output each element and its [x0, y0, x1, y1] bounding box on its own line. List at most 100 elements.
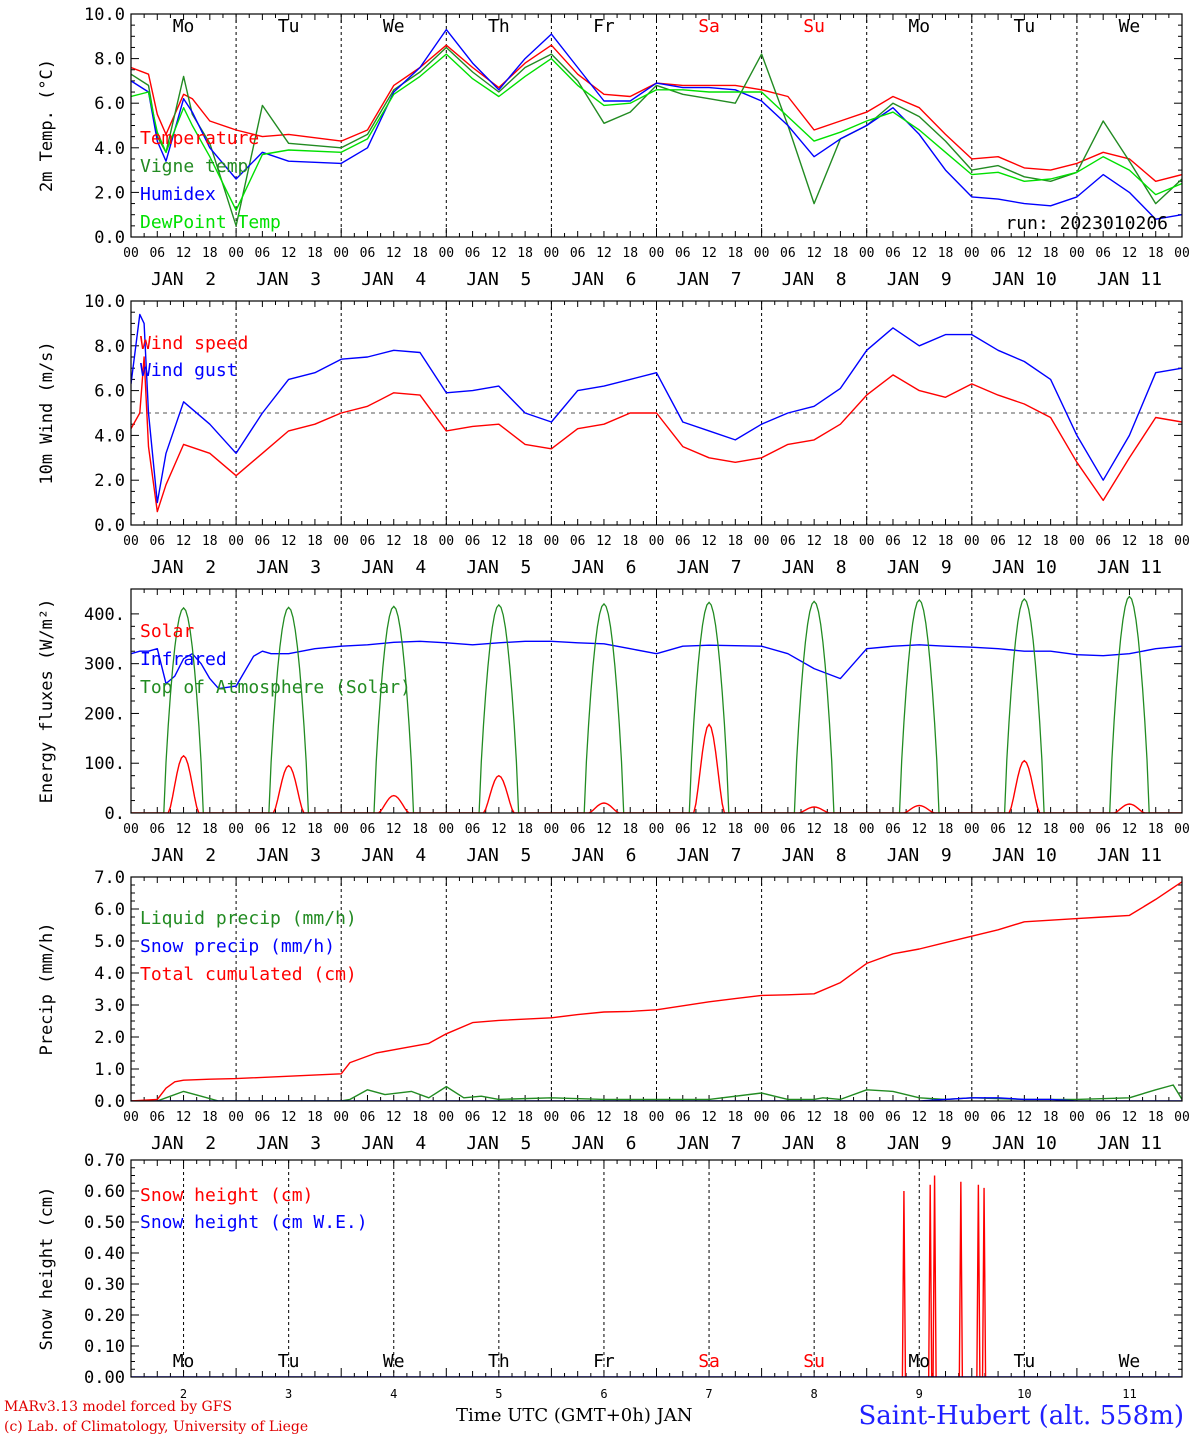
y-tick-label: 0.0 [94, 228, 125, 248]
hour-tick-label: 12 [701, 534, 717, 549]
hour-tick-label: 18 [727, 822, 743, 837]
day-name: Mo [908, 16, 930, 37]
date-label: JAN 11 [1097, 269, 1162, 290]
hour-tick-label: 00 [123, 534, 139, 549]
hour-tick-label: 18 [622, 822, 638, 837]
hour-tick-label: 00 [544, 1110, 560, 1125]
hour-tick-label: 18 [938, 1110, 954, 1125]
y-tick-label: 400. [84, 605, 125, 625]
day-name: We [383, 16, 405, 37]
hour-tick-label: 00 [333, 822, 349, 837]
hour-tick-label: 06 [675, 534, 691, 549]
hour-tick-label: 18 [1043, 1110, 1059, 1125]
series-snow-height-cm-spike [976, 1184, 981, 1377]
hour-tick-label: 12 [1017, 822, 1033, 837]
hour-tick-label: 18 [622, 534, 638, 549]
y-tick-label: 0. [105, 804, 125, 824]
hour-tick-label: 18 [727, 534, 743, 549]
hour-tick-label: 00 [754, 534, 770, 549]
hour-tick-label: 12 [176, 246, 192, 261]
day-name: Sa [698, 1351, 720, 1372]
legend-wind-speed: Wind speed [140, 333, 248, 354]
date-label: JAN 10 [992, 269, 1057, 290]
legend-snow-precip-mm-h: Snow precip (mm/h) [140, 936, 335, 957]
hour-tick-label: 18 [938, 246, 954, 261]
day-number: 8 [811, 1387, 818, 1401]
hour-tick-label: 18 [833, 822, 849, 837]
plot-area [131, 1175, 1182, 1377]
date-label: JAN 8 [782, 269, 847, 290]
hour-tick-label: 06 [780, 246, 796, 261]
date-label: JAN 5 [466, 1133, 531, 1154]
hour-tick-label: 18 [833, 246, 849, 261]
plot-area [131, 313, 1182, 513]
hour-tick-label: 06 [255, 822, 271, 837]
y-tick-label: 6.0 [94, 94, 125, 114]
series-solar-day [971, 759, 1077, 813]
hour-tick-label: 00 [1174, 534, 1190, 549]
hour-tick-label: 18 [412, 1110, 428, 1125]
hour-tick-label: 18 [938, 822, 954, 837]
hour-tick-label: 00 [228, 1110, 244, 1125]
hour-tick-label: 06 [885, 534, 901, 549]
day-number: 5 [495, 1387, 502, 1401]
hour-tick-label: 06 [990, 246, 1006, 261]
hour-tick-label: 00 [438, 246, 454, 261]
day-name: Th [488, 16, 510, 37]
hour-tick-label: 00 [964, 1110, 980, 1125]
hour-tick-label: 06 [360, 246, 376, 261]
hour-tick-label: 00 [754, 246, 770, 261]
day-number: 6 [600, 1387, 607, 1401]
model-credit: MARv3.13 model forced by GFS [4, 1399, 233, 1415]
hour-tick-label: 12 [281, 1110, 297, 1125]
date-label: JAN 5 [466, 557, 531, 578]
hour-tick-label: 06 [885, 246, 901, 261]
x-axis-title: Time UTC (GMT+0h) JAN [456, 1405, 693, 1426]
hour-tick-label: 12 [911, 1110, 927, 1125]
y-tick-label: 4.0 [94, 426, 125, 446]
series-toa-day [1076, 595, 1182, 813]
date-label: JAN 3 [256, 269, 321, 290]
hour-tick-label: 00 [228, 822, 244, 837]
hour-tick-label: 12 [806, 822, 822, 837]
hour-tick-label: 18 [1043, 246, 1059, 261]
hour-tick-label: 18 [307, 246, 323, 261]
hour-tick-label: 00 [859, 1110, 875, 1125]
hour-tick-label: 00 [964, 534, 980, 549]
date-label: JAN 4 [361, 269, 426, 290]
hour-tick-label: 06 [255, 534, 271, 549]
hour-tick-label: 18 [517, 246, 533, 261]
hour-tick-label: 00 [859, 246, 875, 261]
hour-tick-label: 12 [176, 822, 192, 837]
hour-tick-label: 18 [412, 246, 428, 261]
day-name: Mo [173, 1351, 195, 1372]
hour-tick-label: 12 [491, 822, 507, 837]
panel-1: 0.0 2.0 4.0 6.0 8.0 10.0 2m Temp. (°C) 00 06 12 18… [37, 5, 1190, 290]
plot-frame [130, 588, 1183, 814]
series-snow-height-cm-spike [932, 1175, 937, 1377]
y-tick-label: 6.0 [94, 900, 125, 920]
hour-tick-label: 00 [228, 534, 244, 549]
hour-tick-label: 12 [806, 1110, 822, 1125]
hour-tick-label: 00 [438, 534, 454, 549]
legend-liquid-precip-mm-h: Liquid precip (mm/h) [140, 908, 357, 929]
legend-top-of-atmosphere-solar: Top of Atmosphere (Solar) [140, 677, 411, 698]
day-name: We [1119, 16, 1141, 37]
y-tick-label: 4.0 [94, 139, 125, 159]
hour-tick-label: 00 [333, 246, 349, 261]
hour-tick-label: 00 [333, 1110, 349, 1125]
date-label: JAN 3 [256, 845, 321, 866]
hour-tick-label: 12 [491, 246, 507, 261]
hour-tick-label: 00 [859, 822, 875, 837]
date-label: JAN 6 [571, 269, 636, 290]
hour-tick-label: 12 [176, 534, 192, 549]
date-label: JAN 3 [256, 557, 321, 578]
hour-tick-label: 12 [176, 1110, 192, 1125]
hour-tick-label: 18 [517, 1110, 533, 1125]
day-name: Mo [173, 16, 195, 37]
hour-tick-label: 12 [1122, 822, 1138, 837]
date-label: JAN 9 [887, 557, 952, 578]
series-toa-day [656, 601, 762, 813]
y-axis-title: Energy fluxes (W/m²) [37, 599, 57, 804]
hour-tick-label: 18 [833, 1110, 849, 1125]
